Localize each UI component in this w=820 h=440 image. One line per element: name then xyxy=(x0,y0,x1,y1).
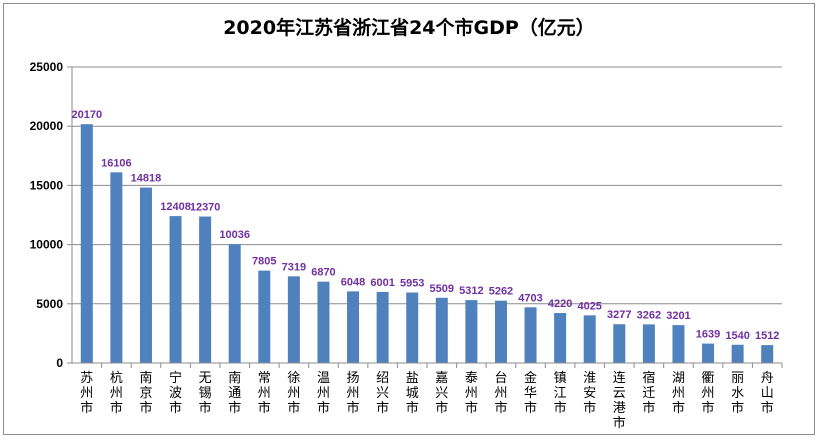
y-tick-label: 20000 xyxy=(30,119,64,133)
bar xyxy=(228,244,241,363)
bar xyxy=(199,216,212,363)
data-label: 1639 xyxy=(696,329,720,341)
data-label: 12370 xyxy=(190,202,221,214)
data-label: 1540 xyxy=(725,330,749,342)
x-tick-label: 连云港市 xyxy=(613,370,626,431)
bar xyxy=(524,307,537,363)
data-label: 5262 xyxy=(489,286,513,298)
data-label: 6001 xyxy=(370,277,394,289)
x-tick-label: 苏州市 xyxy=(80,370,93,416)
bar xyxy=(317,281,330,363)
bar-series xyxy=(80,124,774,364)
chart-frame: 2020年江苏省浙江省24个市GDP（亿元） 0 5000 10000 15000 20… xyxy=(3,3,815,435)
x-tick-label: 舟山市 xyxy=(761,371,774,416)
data-label: 5312 xyxy=(459,285,483,297)
bar xyxy=(435,297,448,363)
x-tick-label: 绍兴市 xyxy=(376,371,389,416)
x-tick-label: 湖州市 xyxy=(672,371,685,416)
data-label: 5509 xyxy=(430,283,454,295)
bar xyxy=(672,325,685,363)
x-tick-label: 镇江市 xyxy=(554,371,567,416)
data-label: 3277 xyxy=(607,309,631,321)
x-tick-label: 宿迁市 xyxy=(642,370,655,416)
bar xyxy=(169,216,182,363)
x-tick-label: 温州市 xyxy=(317,371,330,416)
x-tick-label: 金华市 xyxy=(524,370,537,416)
bar xyxy=(613,324,626,363)
bar xyxy=(376,291,389,363)
data-label: 6870 xyxy=(311,267,335,279)
data-label: 4703 xyxy=(518,292,542,304)
y-axis: 0 5000 10000 15000 20000 25000 xyxy=(30,60,73,370)
data-label: 5953 xyxy=(400,278,424,290)
data-label: 16106 xyxy=(101,157,132,169)
x-tick-label: 嘉兴市 xyxy=(435,371,448,416)
bar xyxy=(465,300,478,363)
gridlines xyxy=(72,66,782,305)
x-tick-label: 南京市 xyxy=(139,370,152,416)
data-label: 1512 xyxy=(755,330,779,342)
data-label: 7805 xyxy=(252,256,276,268)
x-tick-label: 淮安市 xyxy=(583,371,596,416)
x-tick-label: 徐州市 xyxy=(287,371,300,416)
bar xyxy=(731,344,744,363)
y-tick-label: 25000 xyxy=(30,60,64,74)
data-label: 12408 xyxy=(160,201,191,213)
x-tick-label: 衢州市 xyxy=(702,371,715,416)
bar xyxy=(583,315,596,363)
x-tick-label: 台州市 xyxy=(494,371,507,416)
bar xyxy=(642,324,655,363)
bar xyxy=(139,187,152,363)
x-tick-label: 无锡市 xyxy=(199,371,212,416)
x-axis: 苏州市 杭州市 南京市 宁波市 无锡市 南通市 常州市 徐州市 温州市 扬州市 绍兴市 盐城市 嘉兴市 泰… xyxy=(72,362,783,431)
x-tick-label: 丽水市 xyxy=(731,371,744,416)
bar xyxy=(554,313,567,363)
x-tick-label: 宁波市 xyxy=(169,370,182,416)
x-tick-label: 扬州市 xyxy=(347,371,360,416)
bar xyxy=(258,270,271,363)
y-tick-label: 5000 xyxy=(36,297,63,311)
y-tick-label: 15000 xyxy=(30,178,64,192)
bar xyxy=(494,300,507,363)
chart-title: 2020年江苏省浙江省24个市GDP（亿元） xyxy=(223,16,595,39)
bar xyxy=(406,292,419,363)
y-tick-label: 10000 xyxy=(30,238,64,252)
x-tick-label: 杭州市 xyxy=(110,371,123,416)
data-label: 4220 xyxy=(548,298,572,310)
bar xyxy=(287,276,300,363)
x-tick-label: 泰州市 xyxy=(465,371,478,416)
bar xyxy=(761,345,774,363)
bar xyxy=(702,343,715,363)
x-tick-label: 南通市 xyxy=(228,370,241,416)
data-label: 7319 xyxy=(282,261,306,273)
data-label: 6048 xyxy=(341,276,365,288)
y-tick-label: 0 xyxy=(56,356,63,370)
bar xyxy=(80,124,93,364)
bar xyxy=(347,291,360,363)
data-label: 14818 xyxy=(131,173,162,185)
bar xyxy=(110,172,123,363)
x-tick-label: 常州市 xyxy=(258,371,271,416)
bar-chart: 2020年江苏省浙江省24个市GDP（亿元） 0 5000 10000 15000 20… xyxy=(30,16,783,431)
data-label: 3201 xyxy=(666,310,690,322)
x-tick-label: 盐城市 xyxy=(406,371,419,416)
data-label: 4025 xyxy=(577,300,601,312)
data-label: 20170 xyxy=(71,109,102,121)
data-label: 10036 xyxy=(219,229,250,241)
data-label: 3262 xyxy=(637,309,661,321)
